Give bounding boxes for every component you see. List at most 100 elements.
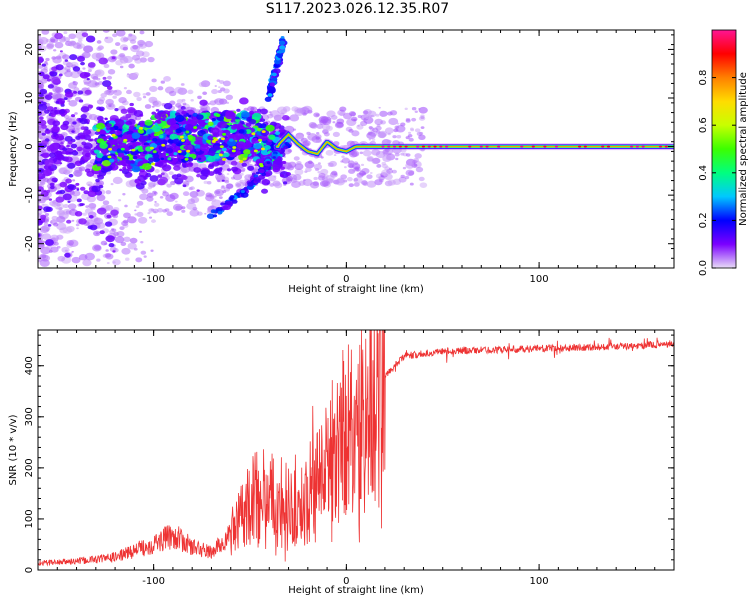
spectrogram-cell (180, 165, 191, 173)
spectrogram-cell (266, 141, 272, 146)
spectrogram-ridge-peak (392, 145, 397, 148)
spectrogram-cell (164, 128, 174, 135)
spectrogram-cell (88, 215, 94, 219)
spectrogram-cell (39, 180, 45, 184)
spectrogram-cell (55, 196, 65, 203)
spectrogram-cell (38, 186, 44, 193)
spectrogram-cell (98, 81, 104, 85)
spectrogram-cell (206, 181, 212, 185)
spectrogram-cell (207, 135, 215, 141)
spectrogram-cell (84, 208, 93, 215)
spectrogram-cell (102, 76, 107, 80)
spectrogram-cell (58, 73, 63, 77)
spectrogram-cell (65, 210, 71, 214)
spectrogram-cell (132, 72, 139, 77)
spectrogram-cell (405, 136, 410, 140)
spectrogram-cell (408, 131, 412, 134)
spectrogram-ridge-peak (468, 145, 472, 148)
spectrogram-hotspot (184, 157, 189, 161)
snr-panel: -100 0 100 0 100 200 300 400 Height of straight… (8, 329, 675, 596)
spectrogram-cell (217, 111, 222, 115)
spectrogram-cell (402, 166, 407, 170)
spectrogram-hotspot (232, 146, 237, 149)
spectrogram-cell (52, 120, 61, 127)
spectrogram-cell (309, 181, 320, 189)
spectrogram-cell (181, 175, 188, 181)
spectrogram-cell (71, 256, 81, 264)
spectrogram-cell (96, 99, 105, 105)
colorbar-tick-label: 0.2 (698, 212, 709, 228)
spectrogram-cell (194, 144, 202, 150)
spectrogram-cell (280, 166, 286, 171)
spectrogram-cell (64, 249, 68, 252)
spectrogram-cell (86, 84, 89, 87)
spectrogram-cell (132, 44, 139, 50)
spectrogram-cell (76, 227, 79, 230)
spectrogram-cell (241, 162, 248, 167)
spectrogram-cell (161, 117, 166, 121)
spectrogram-cell (241, 111, 250, 118)
spectrogram-cell (207, 102, 211, 105)
spectrogram-cell (143, 255, 147, 258)
spectrogram-cell (210, 198, 217, 203)
colorbar-tick-label: 0.0 (698, 260, 709, 276)
spectrogram-cell (197, 95, 202, 100)
colorbar-tick-label: 0.6 (698, 117, 709, 133)
spectrogram-cell (94, 82, 100, 86)
snr-plot-area (38, 330, 674, 570)
spectrogram-cell (259, 108, 268, 115)
spectrogram-cell (80, 114, 87, 119)
spectrogram-cell (118, 142, 128, 150)
spectrogram-cell (378, 132, 387, 139)
spectrogram-cell (166, 118, 177, 126)
spectrogram-cell (96, 115, 104, 121)
spectrogram-cell (44, 239, 54, 246)
spectrogram-cell (420, 126, 425, 130)
spectrogram-hotspot (181, 139, 186, 142)
spectrogram-hotspot (137, 129, 142, 133)
spectrogram-cell (72, 121, 77, 125)
spectrogram-hotspot (260, 147, 265, 151)
spectrogram-cell (223, 88, 230, 94)
spectrogram-cell (55, 64, 64, 71)
spectrogram-cell (382, 155, 392, 163)
spectrogram-cell (231, 166, 239, 172)
spectrogram-cell (71, 150, 79, 156)
spectrogram-cell (272, 77, 278, 82)
spectrogram-cell (225, 200, 232, 206)
spectrogram-cell (80, 61, 85, 66)
spectrogram-cell (336, 118, 345, 125)
spectrogram-cell (139, 30, 145, 35)
spectrogram-cell (113, 89, 118, 93)
spectrogram-cell (146, 140, 151, 144)
spectrogram-cell (420, 148, 425, 152)
spectrogram-cell (191, 128, 197, 133)
spectrogram-cell (122, 156, 127, 160)
spectrogram-cell (53, 222, 59, 227)
spectrogram-cell (164, 208, 170, 212)
spectrogram-cell (147, 186, 152, 190)
spectrogram-cell (352, 169, 355, 172)
spectrogram-cell (102, 80, 112, 88)
spectrogram-cell (96, 46, 102, 51)
spectrogram-cell (225, 94, 234, 100)
spectrogram-cell (189, 186, 195, 190)
spectrogram-cell (149, 85, 158, 93)
spectrogram-cell (298, 180, 306, 186)
spectrogram-cell (152, 137, 158, 142)
spectrogram-cell (63, 31, 68, 35)
spectrogram-cell (274, 182, 283, 189)
spectrogram-cell (221, 179, 225, 182)
spectrogram-cell (406, 159, 415, 166)
spectrogram-cell (107, 69, 116, 75)
spectrogram-cell (199, 122, 206, 127)
spectrogram-cell (187, 118, 197, 126)
spectrogram-cell (123, 87, 127, 90)
spectrogram-cell (194, 140, 200, 145)
spectrogram-cell (296, 107, 305, 114)
spectrogram-cell (96, 152, 104, 159)
spectrogram-cell (122, 124, 130, 130)
spectrogram-cell (114, 42, 121, 47)
spectrogram-cell (176, 173, 182, 178)
spectrogram-cell (222, 204, 231, 211)
